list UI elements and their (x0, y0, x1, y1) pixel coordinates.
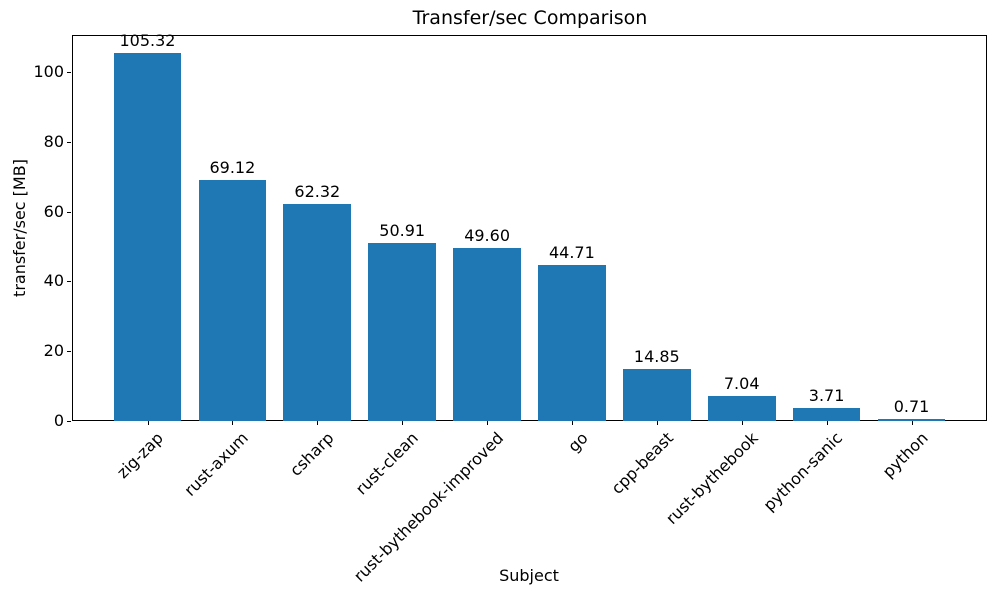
x-tick-mark (232, 421, 234, 425)
y-tick-label: 100 (33, 62, 64, 81)
y-tick-label: 20 (43, 341, 64, 361)
y-tick-label: 0 (53, 411, 64, 430)
bar-value-label: 14.85 (633, 347, 680, 367)
x-tick-label: cpp-beast (607, 428, 677, 498)
bar-value-label: 7.04 (723, 374, 760, 394)
bar-value-label: 69.12 (209, 157, 256, 177)
y-tick-mark (67, 421, 71, 422)
x-tick-label: zig-zap (113, 428, 168, 483)
x-tick-mark (826, 421, 828, 425)
bar-value-label: 3.71 (808, 386, 845, 406)
x-tick-mark (656, 421, 658, 425)
x-tick-mark (571, 421, 573, 425)
x-tick-label: rust-axum (180, 428, 253, 500)
y-tick-mark (67, 211, 71, 213)
x-tick-label: rust-bythebook (661, 428, 762, 528)
y-tick-mark (67, 351, 71, 353)
x-tick-mark (911, 421, 913, 425)
x-tick-label: python-sanic (759, 428, 847, 515)
bar-value-label: 0.71 (893, 396, 930, 416)
bar (283, 203, 352, 421)
bar (877, 418, 946, 421)
x-tick-label: go (564, 428, 592, 456)
x-axis-label: Subject (499, 566, 559, 585)
bar-value-label: 44.71 (548, 242, 595, 262)
x-tick-label: rust-bythebook-improved (349, 428, 507, 586)
bar (113, 53, 182, 421)
y-tick-label: 80 (43, 131, 64, 151)
bar (453, 247, 521, 421)
bar (707, 396, 776, 421)
bar-value-label: 50.91 (379, 221, 426, 241)
x-tick-mark (487, 421, 489, 425)
bar (198, 179, 267, 421)
y-tick-mark (67, 281, 71, 283)
x-tick-mark (147, 421, 149, 425)
bar (792, 408, 861, 421)
x-tick-label: rust-clean (351, 428, 422, 499)
x-tick-mark (317, 421, 319, 425)
y-tick-mark (67, 72, 71, 73)
bar-value-label: 105.32 (119, 31, 176, 51)
chart-title: Transfer/sec Comparison (412, 7, 648, 29)
x-tick-label: csharp (285, 428, 338, 480)
bar-value-label: 49.60 (464, 225, 510, 245)
bar-value-label: 62.32 (294, 181, 341, 201)
y-axis-label: transfer/sec [MB] (10, 159, 29, 297)
x-tick-mark (741, 421, 743, 425)
y-tick-label: 40 (43, 271, 64, 291)
x-tick-label: python (878, 428, 932, 482)
bar (622, 369, 691, 421)
bar (368, 243, 437, 421)
y-tick-label: 60 (43, 201, 64, 221)
bar (538, 264, 606, 421)
x-tick-mark (402, 421, 404, 425)
y-tick-mark (67, 141, 71, 143)
